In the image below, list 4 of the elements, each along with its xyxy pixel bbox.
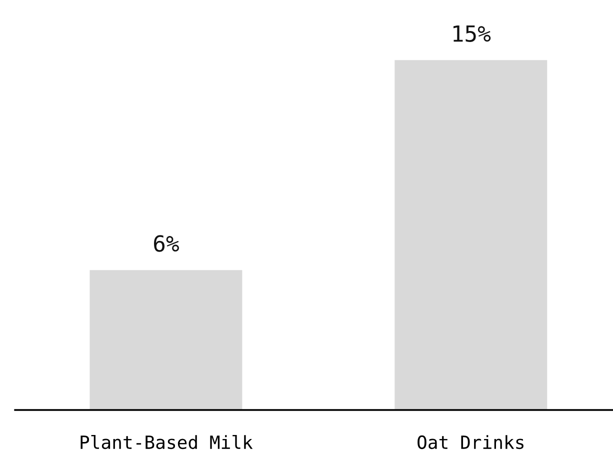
data-label: 15% [453,25,491,42]
x-tick-label: Oat Drinks [418,435,524,450]
x-tick-label: Plant-Based Milk [80,435,253,450]
data-label: 6% [154,235,179,252]
